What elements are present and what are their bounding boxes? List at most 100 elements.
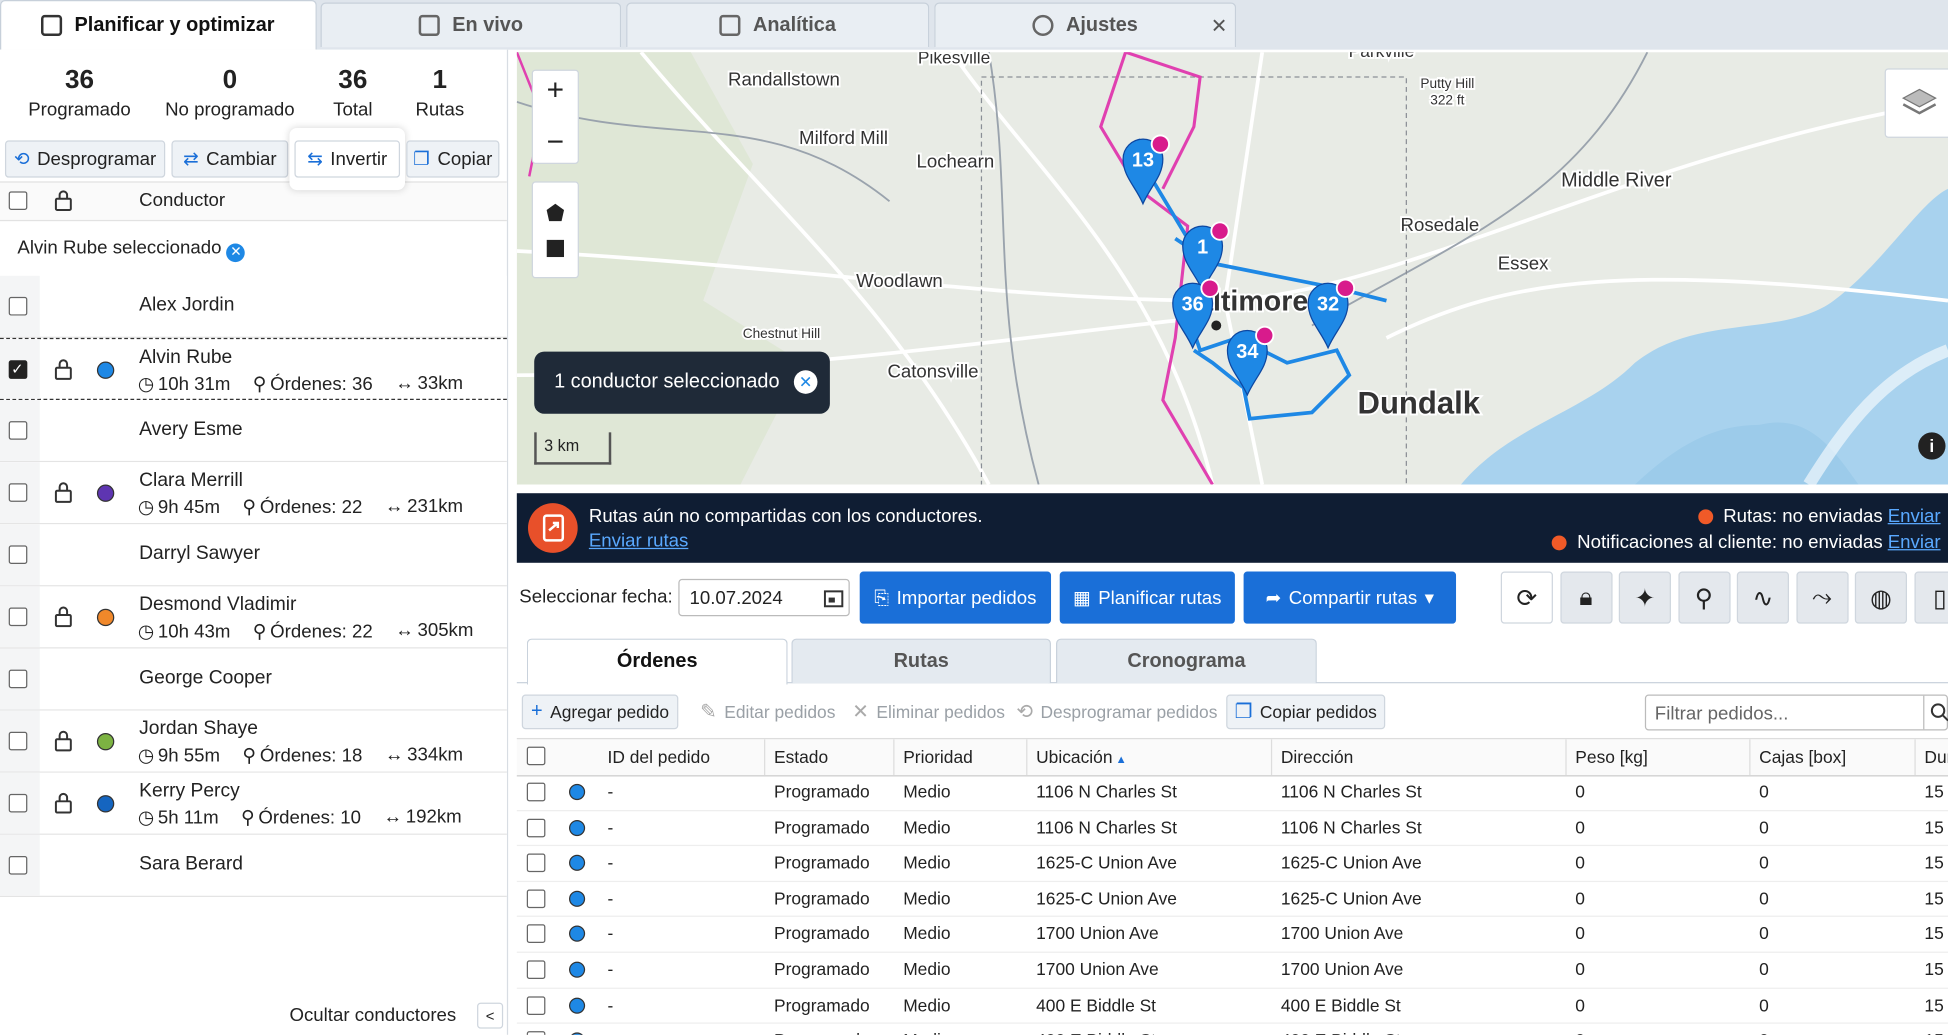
icon-button[interactable]: ◍ xyxy=(1854,571,1908,624)
icon-button[interactable]: ⟳ xyxy=(1500,571,1553,624)
toolbar-button[interactable]: ⎘ Importar pedidos xyxy=(859,571,1052,624)
tooltip-close[interactable]: ✕ xyxy=(793,370,818,394)
driver-row[interactable]: Darryl Sawyer xyxy=(0,524,507,587)
driver-checkbox[interactable] xyxy=(8,793,28,813)
status-action[interactable]: Enviar xyxy=(1887,531,1941,553)
tab[interactable]: En vivo xyxy=(320,2,622,48)
table-row[interactable]: - Programado Medio 1700 Union Ave 1700 Union… xyxy=(516,916,1948,953)
driver-row[interactable]: Desmond Vladimir ◷ 10h 43m ⚲ Órdenes: 22 ↔ 305… xyxy=(0,586,507,649)
driver-row[interactable]: Avery Esme xyxy=(0,400,507,463)
subtab[interactable]: Órdenes xyxy=(526,638,788,685)
column-header[interactable]: Estado xyxy=(774,747,828,767)
subtab[interactable]: Cronograma xyxy=(1055,638,1317,684)
rectangle-tool[interactable] xyxy=(546,239,565,258)
icon-button[interactable]: ▯ xyxy=(1913,571,1948,624)
driver-checkbox[interactable] xyxy=(8,855,28,875)
tab[interactable]: Planificar y optimizar xyxy=(0,0,317,50)
column-header[interactable]: ID del pedido xyxy=(608,747,711,767)
calendar-icon[interactable] xyxy=(823,588,844,608)
driver-checkbox[interactable] xyxy=(8,483,28,502)
table-row[interactable]: - Programado Medio 1625-C Union Ave 1625-C U… xyxy=(516,881,1948,918)
column-header[interactable]: Ubicación ▲ xyxy=(1036,747,1127,767)
order-action[interactable]: ⟲ Desprogramar pedidos xyxy=(1013,694,1222,729)
row-checkbox[interactable] xyxy=(526,1031,546,1035)
filter-search[interactable] xyxy=(1923,695,1948,730)
table-row[interactable]: - Programado Medio 1700 Union Ave 1700 Union… xyxy=(516,952,1948,989)
column-header[interactable]: Duración xyxy=(1924,747,1948,767)
header-checkbox[interactable] xyxy=(526,746,546,766)
info-button[interactable]: i xyxy=(1918,432,1946,460)
layers-button[interactable] xyxy=(1884,68,1948,138)
driver-checkbox[interactable] xyxy=(8,296,28,316)
driver-checkbox[interactable]: ✓ xyxy=(8,360,28,379)
driver-checkbox[interactable] xyxy=(8,545,28,565)
tab-close[interactable]: ✕ xyxy=(1210,16,1228,38)
driver-row[interactable]: Kerry Percy ◷ 5h 11m ⚲ Órdenes: 10 ↔ 192km xyxy=(0,772,507,835)
order-action[interactable]: ✎ Editar pedidos xyxy=(691,694,845,729)
date-input[interactable]: 10.07.2024 xyxy=(678,578,850,617)
filter-input[interactable]: Filtrar pedidos... xyxy=(1644,694,1948,731)
clear-selection[interactable]: ✕ xyxy=(226,243,246,263)
lock-icon[interactable] xyxy=(53,481,73,510)
subtab[interactable]: Rutas xyxy=(791,638,1052,684)
column-header[interactable]: Cajas [box] xyxy=(1759,747,1846,767)
driver-row[interactable]: Clara Merrill ◷ 9h 45m ⚲ Órdenes: 22 ↔ 231km xyxy=(0,462,507,525)
lock-icon[interactable] xyxy=(53,358,73,387)
lock-icon[interactable] xyxy=(53,791,73,820)
zoom-out[interactable]: − xyxy=(546,125,565,160)
lock-icon[interactable] xyxy=(53,729,73,758)
row-checkbox[interactable] xyxy=(526,924,546,944)
toolbar-button[interactable]: ➦ Compartir rutas ▾ xyxy=(1243,571,1457,624)
table-row[interactable]: - Programado Medio 1106 N Charles St 1106 N … xyxy=(516,810,1948,847)
zoom-controls[interactable]: + − xyxy=(531,69,579,164)
row-checkbox[interactable] xyxy=(526,853,546,873)
tab[interactable]: Ajustes ✕ xyxy=(934,2,1237,48)
icon-button[interactable]: ⤳ xyxy=(1795,571,1848,624)
driver-row[interactable]: George Cooper xyxy=(0,648,507,711)
action-button[interactable]: ⇆ Invertir xyxy=(294,140,401,178)
map[interactable]: Pikesville Randallstown Milford Mill Lochea… xyxy=(516,52,1948,485)
row-checkbox[interactable] xyxy=(526,818,546,837)
driver-row[interactable]: Sara Berard xyxy=(0,834,507,897)
order-action[interactable]: ❐ Copiar pedidos xyxy=(1226,694,1386,730)
collapse-button[interactable]: < xyxy=(477,1002,504,1029)
column-header[interactable]: Prioridad xyxy=(903,747,973,767)
driver-checkbox[interactable] xyxy=(8,669,28,689)
lock-icon[interactable] xyxy=(53,605,73,634)
draw-controls[interactable] xyxy=(531,181,579,279)
row-checkbox[interactable] xyxy=(526,889,546,908)
table-row[interactable]: - Programado Medio 400 E Biddle St 400 E Bid… xyxy=(517,1023,1948,1035)
driver-row[interactable]: Jordan Shaye ◷ 9h 55m ⚲ Órdenes: 18 ↔ 334km xyxy=(0,710,507,773)
row-checkbox[interactable] xyxy=(526,995,546,1015)
hide-drivers[interactable]: Ocultar conductores xyxy=(289,1005,457,1027)
driver-checkbox[interactable] xyxy=(8,607,28,627)
row-checkbox[interactable] xyxy=(526,960,546,979)
polygon-tool[interactable] xyxy=(545,203,565,223)
driver-checkbox[interactable] xyxy=(8,731,28,751)
table-row[interactable]: - Programado Medio 400 E Biddle St 400 E Bid… xyxy=(516,987,1948,1024)
action-button[interactable]: ⇄ Cambiar xyxy=(171,140,289,178)
column-header[interactable]: Dirección xyxy=(1281,747,1354,767)
order-action[interactable]: + Agregar pedido xyxy=(521,694,679,730)
icon-button[interactable]: 🔒︎ xyxy=(1559,571,1612,624)
tab[interactable]: Analítica xyxy=(626,2,930,48)
zoom-in[interactable]: + xyxy=(546,73,565,107)
action-button[interactable]: ❐ Copiar xyxy=(406,140,500,178)
column-header[interactable]: Peso [kg] xyxy=(1575,747,1648,767)
status-action[interactable]: Enviar xyxy=(1887,505,1941,527)
send-routes-link[interactable]: Enviar rutas xyxy=(588,530,689,552)
icon-button[interactable]: ✦ xyxy=(1618,571,1671,624)
table-row[interactable]: - Programado Medio 1625-C Union Ave 1625-C U… xyxy=(516,845,1948,882)
select-all-checkbox[interactable] xyxy=(8,191,28,210)
action-button[interactable]: ⟲ Desprogramar xyxy=(4,140,166,178)
driver-row[interactable]: Alex Jordin xyxy=(0,275,507,338)
order-action[interactable]: ✕ Eliminar pedidos xyxy=(845,694,1013,729)
driver-checkbox[interactable] xyxy=(8,421,28,440)
row-checkbox[interactable] xyxy=(526,782,546,802)
driver-row[interactable]: ✓ Alvin Rube ◷ 10h 31m ⚲ Órdenes: 36 ↔ 33km xyxy=(0,337,507,401)
table-row[interactable]: - Programado Medio 1106 N Charles St 1106 N … xyxy=(516,774,1948,811)
icon-button[interactable]: ⚲ xyxy=(1677,571,1730,624)
icon-button[interactable]: ∿ xyxy=(1736,571,1789,624)
toolbar-button[interactable]: ▦ Planificar rutas xyxy=(1059,571,1235,624)
table-cell: Medio xyxy=(903,852,951,873)
